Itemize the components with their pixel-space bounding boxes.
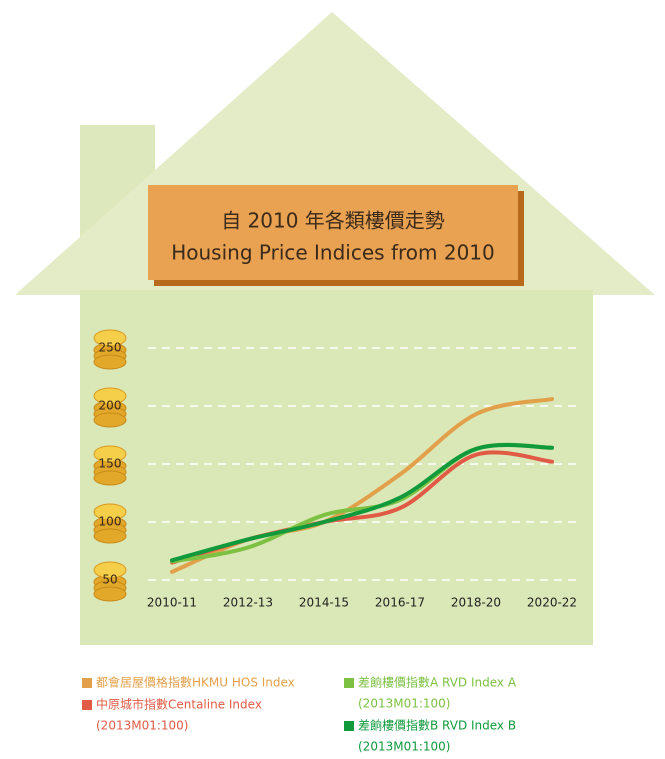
- legend-label: 差餉樓價指數A RVD Index A: [358, 675, 517, 690]
- legend-swatch: [82, 700, 92, 710]
- y-tick-label: 150: [99, 457, 122, 471]
- legend: 都會居屋價格指數HKMU HOS Index 中原城市指數Centaline In…: [82, 675, 517, 754]
- y-tick-label: 100: [99, 515, 122, 529]
- x-tick-label: 2018-20: [451, 596, 501, 610]
- chart: 自 2010 年各類樓價走勢 Housing Price Indices fro…: [0, 0, 665, 755]
- coin: [94, 413, 126, 427]
- x-tick-label: 2014-15: [299, 596, 349, 610]
- legend-swatch: [82, 678, 92, 688]
- coin: [94, 529, 126, 543]
- legend-label: 都會居屋價格指數HKMU HOS Index: [96, 675, 295, 690]
- x-tick-label: 2016-17: [375, 596, 425, 610]
- y-tick-label: 250: [99, 341, 122, 355]
- coin: [94, 587, 126, 601]
- legend-swatch: [344, 721, 354, 731]
- y-tick-label: 200: [99, 399, 122, 413]
- chart-subtitle: Housing Price Indices from 2010: [171, 241, 495, 265]
- x-tick-label: 2010-11: [147, 596, 197, 610]
- legend-base: (2013M01:100): [358, 740, 450, 754]
- legend-swatch: [344, 678, 354, 688]
- legend-label: 中原城市指數Centaline Index: [96, 697, 262, 712]
- x-tick-label: 2012-13: [223, 596, 273, 610]
- title-box: [148, 185, 518, 280]
- legend-base: (2013M01:100): [96, 719, 188, 733]
- legend-label: 差餉樓價指數B RVD Index B: [358, 718, 516, 733]
- y-tick-label: 50: [102, 573, 117, 587]
- x-tick-label: 2020-22: [527, 596, 577, 610]
- coin: [94, 471, 126, 485]
- house-body: [80, 290, 593, 645]
- page: {"chart_data": {"type": "line", "title":…: [0, 0, 665, 755]
- chart-title: 自 2010 年各類樓價走勢: [221, 209, 445, 233]
- legend-base: (2013M01:100): [358, 697, 450, 711]
- coin: [94, 355, 126, 369]
